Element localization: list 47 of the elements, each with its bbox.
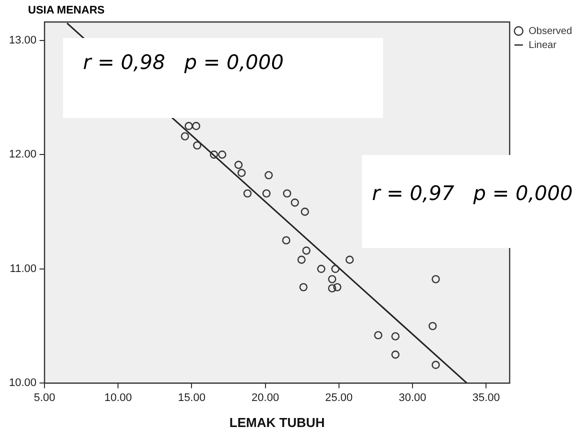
- point: [328, 284, 336, 292]
- y-tick-label: 12.00: [8, 148, 37, 161]
- point: [193, 141, 202, 150]
- point: [374, 331, 382, 340]
- x-tick-label: 20.00: [252, 392, 280, 404]
- point: [282, 236, 290, 244]
- y-tick-label: 11.00: [10, 262, 37, 275]
- point: [290, 198, 299, 207]
- y-tick-label: 10.00: [8, 377, 37, 390]
- y-axis-title: USIA MENARS: [28, 4, 105, 17]
- point: [432, 360, 440, 370]
- point: [333, 283, 342, 292]
- point: [184, 122, 193, 130]
- y-tick-label: 13.00: [8, 34, 37, 46]
- point: [243, 189, 252, 198]
- point: [391, 350, 400, 359]
- point: [180, 132, 190, 140]
- point: [210, 150, 218, 159]
- point: [428, 322, 437, 330]
- point: [331, 264, 340, 273]
- x-tick-label: 10.00: [104, 392, 132, 404]
- point: [346, 256, 354, 264]
- x-axis-title: LEMAK TUBUH: [229, 414, 325, 430]
- x-tick-label: 25.00: [325, 392, 353, 404]
- point: [218, 150, 226, 159]
- point: [299, 283, 308, 292]
- x-tick-label: 15.00: [178, 392, 206, 404]
- annotation: r = 0,97 p = 0,000: [372, 181, 573, 205]
- point: [391, 332, 400, 340]
- point: [432, 275, 440, 284]
- point: [297, 256, 306, 264]
- x-tick-label: 35.00: [472, 392, 500, 404]
- point: [234, 160, 243, 169]
- legend-label: Linear: [528, 40, 558, 51]
- point: [317, 264, 326, 273]
- point: [300, 208, 310, 216]
- x-tick-label: 5.00: [34, 392, 56, 404]
- annotation: r = 0,98 p = 0,000: [83, 50, 284, 74]
- legend-label: Observed: [528, 26, 572, 37]
- point: [192, 122, 200, 130]
- point: [238, 168, 246, 177]
- point: [302, 246, 310, 255]
- point: [262, 189, 271, 198]
- point: [328, 275, 336, 284]
- point: [264, 171, 273, 180]
- x-tick-label: 30.00: [398, 392, 426, 404]
- point: [282, 189, 292, 198]
